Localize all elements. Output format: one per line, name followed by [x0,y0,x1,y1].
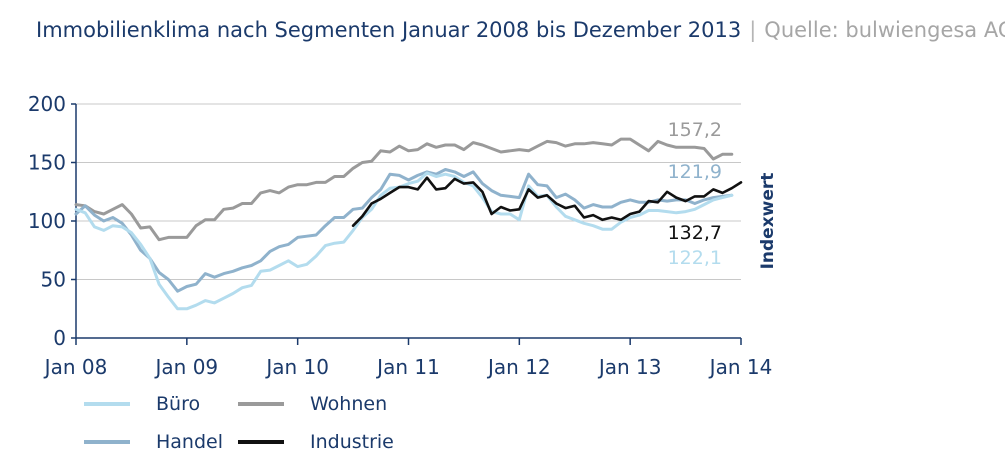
series-line-wohnen [74,137,734,242]
tick-labels: 0 50 100 150 200 Jan 08 Jan 09 Jan 10 Jan 11 Jan … [28,92,773,379]
y-axis-label: Indexwert [758,173,778,270]
end-label-bro: 122,1 [668,247,722,269]
series-line-industrie [351,176,743,227]
chart-source: Quelle: bulwiengesa AG [764,18,1005,42]
series-line-bro [74,171,734,311]
x-tick-label: Jan 09 [154,355,219,379]
y-tick-label: 200 [28,92,66,116]
y-tick-label: 50 [41,268,66,292]
x-tick-label: Jan 10 [264,355,329,379]
series-line-handel [74,168,734,293]
grid-lines [76,103,741,280]
chart-header: Immobilienklima nach Segmenten Januar 20… [36,18,1005,42]
end-label-wohnen: 157,2 [668,119,722,141]
x-tick-label: Jan 14 [708,355,773,379]
x-tick-label: Jan 08 [43,355,108,379]
y-tick-label: 150 [28,151,66,175]
y-tick-label: 0 [53,326,66,350]
end-label-handel: 121,9 [668,161,722,183]
x-tick-label: Jan 11 [375,355,440,379]
series-lines [74,137,743,311]
title-separator: | [749,18,757,42]
x-tick-label: Jan 13 [597,355,662,379]
y-tick-label: 100 [28,209,66,233]
axes [71,103,742,345]
end-label-industrie: 132,7 [668,222,722,244]
x-tick-label: Jan 12 [486,355,551,379]
chart-title: Immobilienklima nach Segmenten Januar 20… [36,18,742,42]
end-labels: 157,2 121,9 122,1 132,7 [668,119,722,269]
